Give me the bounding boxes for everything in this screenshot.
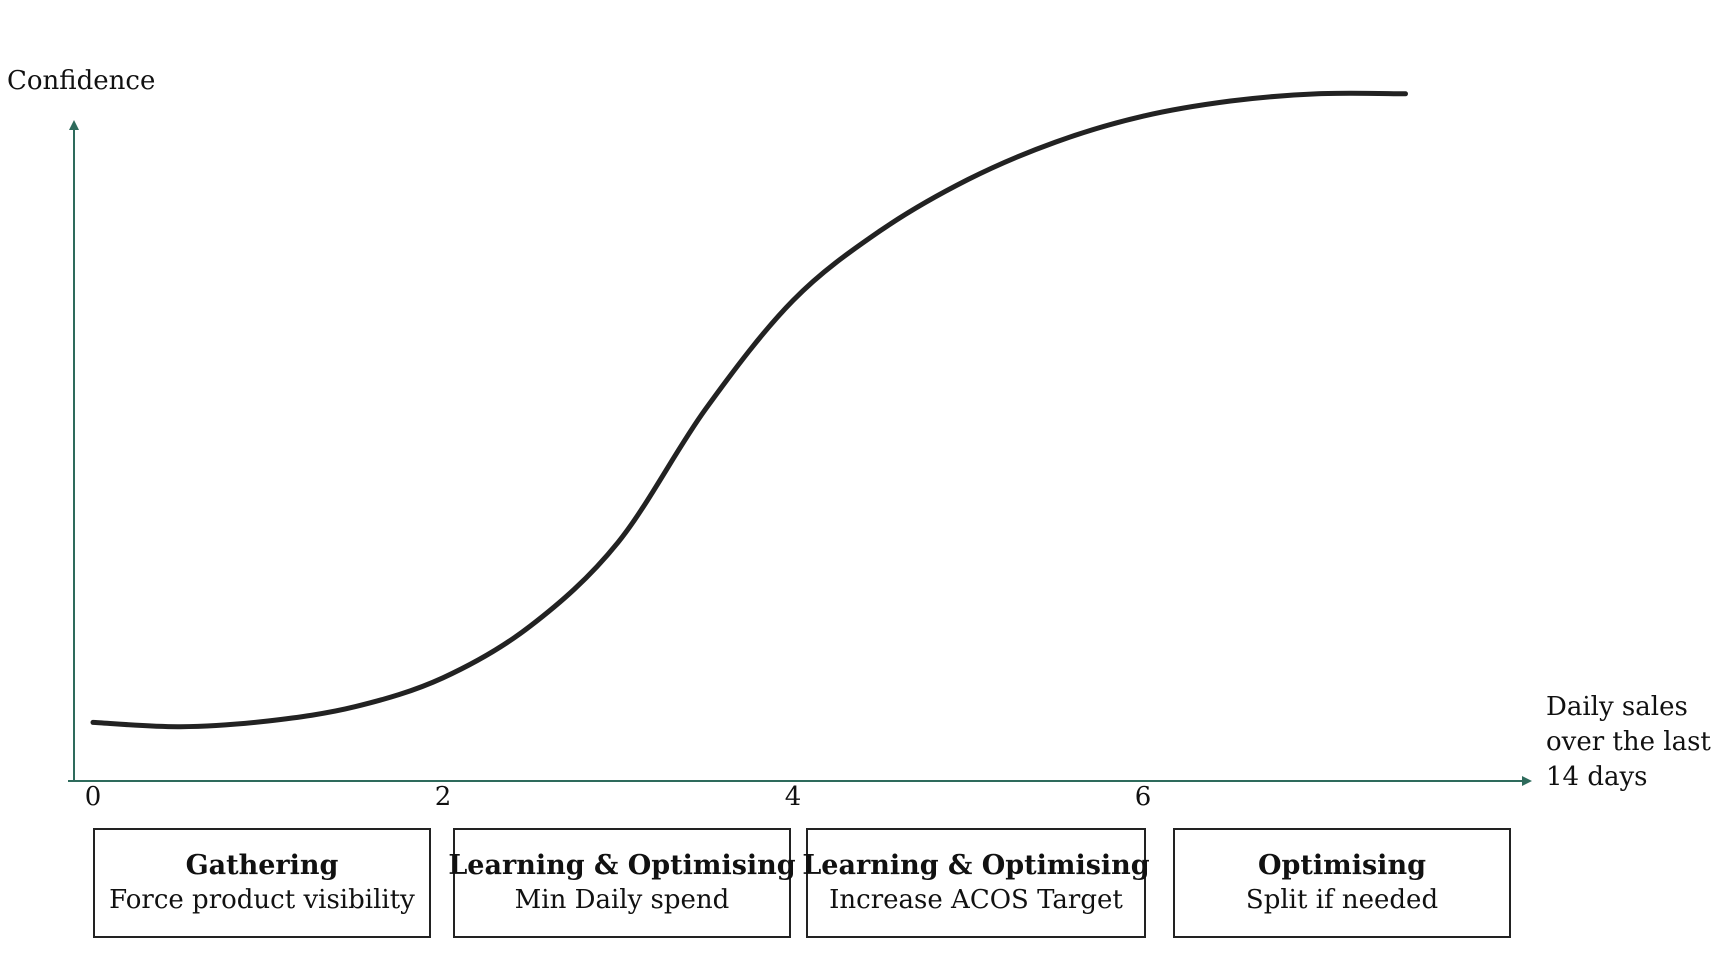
x-tick-label: 4 [784,782,802,812]
stage-box-learning-1: Learning & Optimising Min Daily spend [448,828,796,938]
stage-description: Increase ACOS Target [829,885,1123,915]
x-tick-label: 0 [84,782,102,812]
x-tick-label: 6 [1134,782,1152,812]
stage-box-learning-2: Learning & Optimising Increase ACOS Targ… [802,828,1150,938]
x-tick-label: 2 [434,782,452,812]
confidence-curve [90,90,1408,730]
stage-title: Gathering [185,850,339,881]
stage-description: Min Daily spend [514,885,730,915]
y-axis-label: Confidence [7,66,156,96]
x-axis-label-line: Daily sales [1546,692,1688,722]
stage-description: Split if needed [1245,885,1439,915]
stage-description: Force product visibility [109,885,415,915]
stage-title: Learning & Optimising [448,850,796,881]
stage-title: Learning & Optimising [802,850,1150,881]
x-axis-label: Daily sales over the last 14 days [1546,690,1711,795]
stage-title: Optimising [1258,850,1426,881]
stage-box-optimising: Optimising Split if needed [1173,828,1511,938]
stage-box-gathering: Gathering Force product visibility [93,828,431,938]
x-axis-label-line: over the last [1546,727,1711,757]
x-axis-label-line: 14 days [1546,762,1648,792]
